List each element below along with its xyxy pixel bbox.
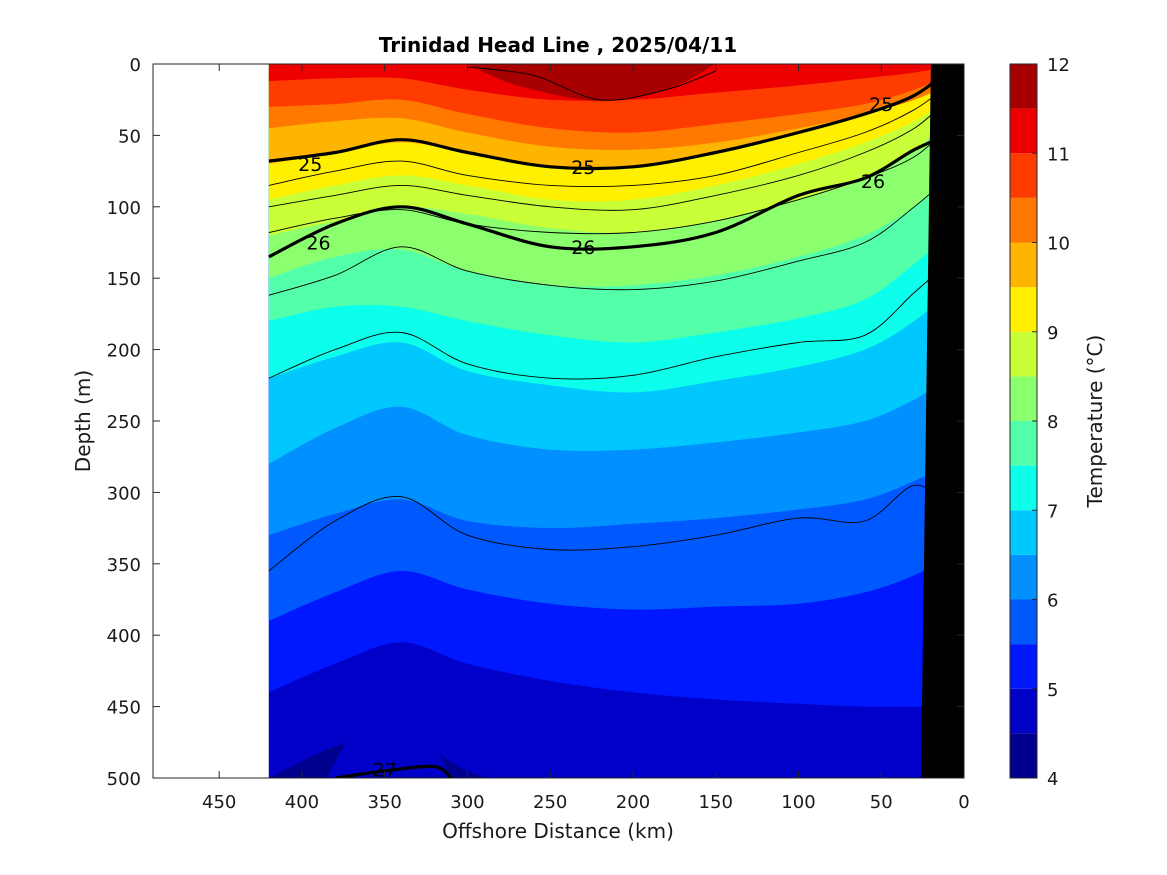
y-tick-label: 450 bbox=[107, 698, 141, 719]
colorbar-swatch-4-4.5 bbox=[1010, 733, 1037, 778]
colorbar-swatch-7-7.5 bbox=[1010, 465, 1037, 511]
contour-label-25: 25 bbox=[298, 154, 322, 176]
isopycnal-contours bbox=[268, 66, 949, 778]
x-tick-label: 200 bbox=[616, 792, 650, 813]
isopycnal-line bbox=[268, 177, 948, 296]
x-tick-label: 50 bbox=[870, 792, 893, 813]
colorbar-swatch-5-5.5 bbox=[1010, 644, 1037, 689]
y-tick-label: 250 bbox=[107, 412, 141, 433]
colorbar-tick-label: 11 bbox=[1047, 144, 1070, 165]
y-tick-label: 500 bbox=[107, 769, 141, 790]
colorbar-swatch-10-10.5 bbox=[1010, 197, 1037, 243]
colorbar-swatch-10.5-11 bbox=[1010, 153, 1037, 198]
colorbar-swatch-7.5-8 bbox=[1010, 421, 1037, 466]
contour-labels: 25 25 25 26 26 26 27 bbox=[298, 94, 893, 781]
contour-label-26: 26 bbox=[571, 237, 595, 259]
x-tick-label: 400 bbox=[285, 792, 319, 813]
colorbar-swatch-6-6.5 bbox=[1010, 554, 1037, 600]
isopycnal-line bbox=[268, 127, 948, 235]
x-tick-label: 0 bbox=[958, 792, 969, 813]
band-11.5-12 bbox=[467, 64, 716, 102]
colorbar-swatch-8.5-9 bbox=[1010, 331, 1037, 377]
x-tick-label: 450 bbox=[202, 792, 236, 813]
contour-label-26: 26 bbox=[306, 233, 330, 255]
colorbar-tick-label: 7 bbox=[1047, 501, 1058, 522]
x-tick-label: 150 bbox=[699, 792, 733, 813]
y-tick-label: 400 bbox=[107, 626, 141, 647]
x-tick-label: 350 bbox=[368, 792, 402, 813]
colorbar-swatch-11.5-12 bbox=[1010, 64, 1037, 109]
isopycnal-line bbox=[268, 484, 948, 572]
x-tick-label: 250 bbox=[533, 792, 567, 813]
isopycnal-27-line bbox=[334, 764, 452, 778]
colorbar-swatch-5.5-6 bbox=[1010, 599, 1037, 645]
x-tick-label: 300 bbox=[450, 792, 484, 813]
x-axis-ticks: 450 400 350 300 250 200 150 100 50 0 bbox=[202, 64, 970, 813]
colorbar-ticks: 4 5 6 7 8 9 10 11 12 bbox=[1032, 55, 1070, 790]
plot-area: 25 25 25 26 26 26 27 bbox=[152, 63, 965, 781]
colorbar-swatch-9-9.5 bbox=[1010, 287, 1037, 332]
colorbar-tick-label: 12 bbox=[1047, 55, 1070, 76]
isopycnal-line bbox=[467, 66, 716, 101]
colorbar-tick-label: 4 bbox=[1047, 769, 1058, 790]
isopycnal-line bbox=[268, 99, 948, 211]
colorbar-swatch-11-11.5 bbox=[1010, 108, 1037, 154]
chart-title: Trinidad Head Line , 2025/04/11 bbox=[379, 33, 737, 57]
y-tick-label: 50 bbox=[118, 126, 141, 147]
contour-label-27: 27 bbox=[373, 759, 397, 781]
colorbar-tick-label: 10 bbox=[1047, 234, 1070, 255]
colorbar-swatch-8-8.5 bbox=[1010, 376, 1037, 421]
colorbar-tick-label: 9 bbox=[1047, 323, 1058, 344]
band-4.5-5 bbox=[326, 713, 451, 778]
y-tick-label: 350 bbox=[107, 555, 141, 576]
isopycnal-25-line bbox=[268, 69, 949, 171]
y-axis-ticks: 0 50 100 150 200 250 300 350 400 450 500 bbox=[107, 55, 964, 790]
y-tick-label: 200 bbox=[107, 341, 141, 362]
isopycnal-line bbox=[268, 85, 948, 188]
x-tick-label: 100 bbox=[781, 792, 815, 813]
y-tick-label: 100 bbox=[107, 198, 141, 219]
contour-label-25: 25 bbox=[571, 157, 595, 179]
y-tick-label: 0 bbox=[130, 55, 141, 76]
colorbar-swatch-9.5-10 bbox=[1010, 242, 1037, 288]
seafloor-bathymetry bbox=[921, 64, 964, 778]
contour-label-26: 26 bbox=[861, 171, 885, 193]
isopycnal-line bbox=[268, 263, 948, 380]
colorbar-tick-label: 8 bbox=[1047, 412, 1058, 433]
contour-label-25: 25 bbox=[869, 94, 893, 116]
y-tick-label: 150 bbox=[107, 269, 141, 290]
colorbar-tick-label: 5 bbox=[1047, 680, 1058, 701]
y-axis-label: Depth (m) bbox=[71, 370, 95, 472]
colorbar-swatch-6.5-7 bbox=[1010, 510, 1037, 555]
seafloor-shape bbox=[921, 64, 964, 778]
y-tick-label: 300 bbox=[107, 483, 141, 504]
x-axis-label: Offshore Distance (km) bbox=[442, 819, 674, 843]
colorbar-label: Temperature (°C) bbox=[1083, 335, 1107, 509]
colorbar-swatch-4.5-5 bbox=[1010, 688, 1037, 734]
colorbar bbox=[1009, 63, 1038, 779]
colorbar-tick-label: 6 bbox=[1047, 591, 1058, 612]
